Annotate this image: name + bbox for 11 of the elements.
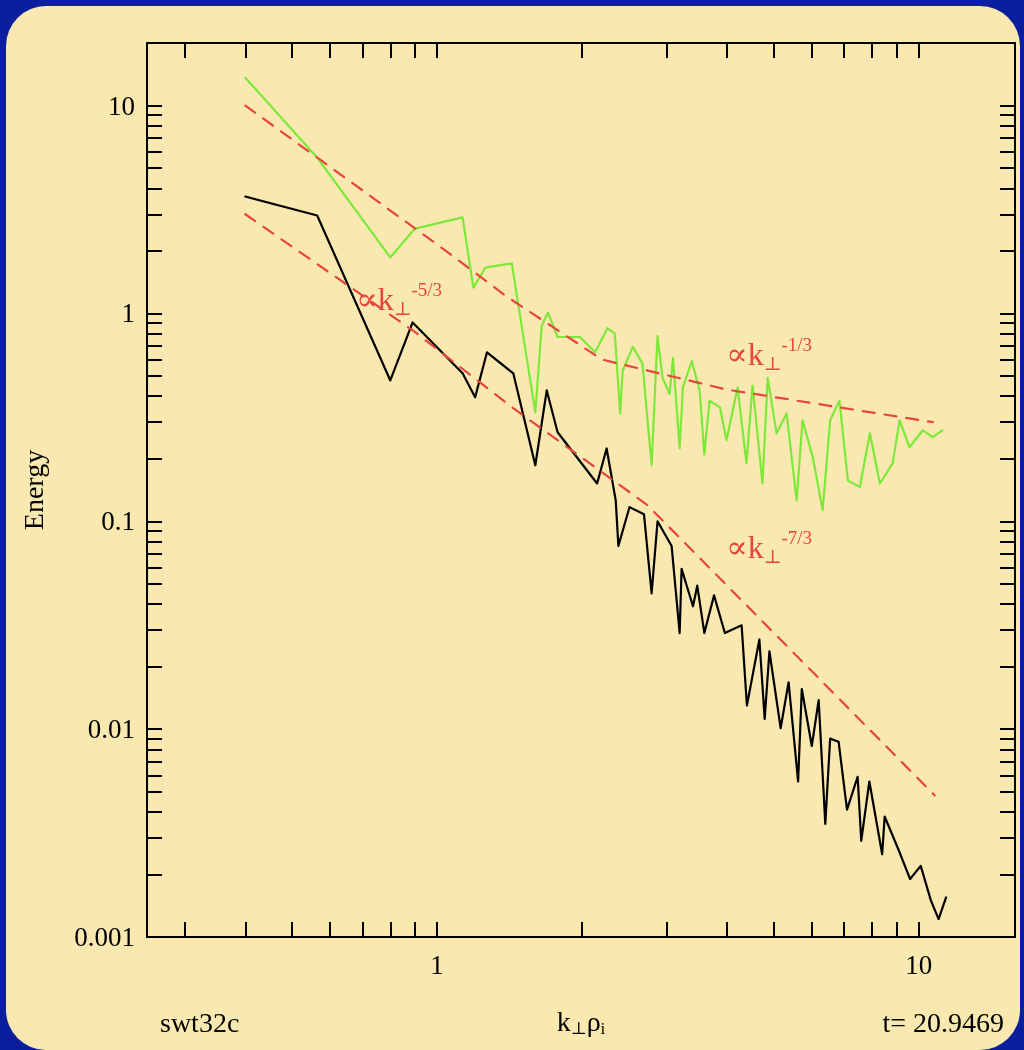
y-tick-label: 0.001: [74, 922, 135, 952]
y-tick-label: 10: [108, 90, 135, 121]
text: swt32c: [160, 1006, 240, 1038]
text: t= 20.9469: [882, 1006, 1005, 1038]
y-tick-label: 0.01: [87, 714, 135, 745]
annotation: ∝k⊥-7/3: [726, 527, 813, 567]
y-tick-label: 0.1: [101, 506, 135, 537]
annotation: ∝k⊥-1/3: [726, 334, 813, 374]
y-axis-title: Energy: [17, 449, 49, 531]
annotation: ∝k⊥-5/3: [356, 279, 443, 319]
y-tick-label: 1: [121, 298, 135, 329]
